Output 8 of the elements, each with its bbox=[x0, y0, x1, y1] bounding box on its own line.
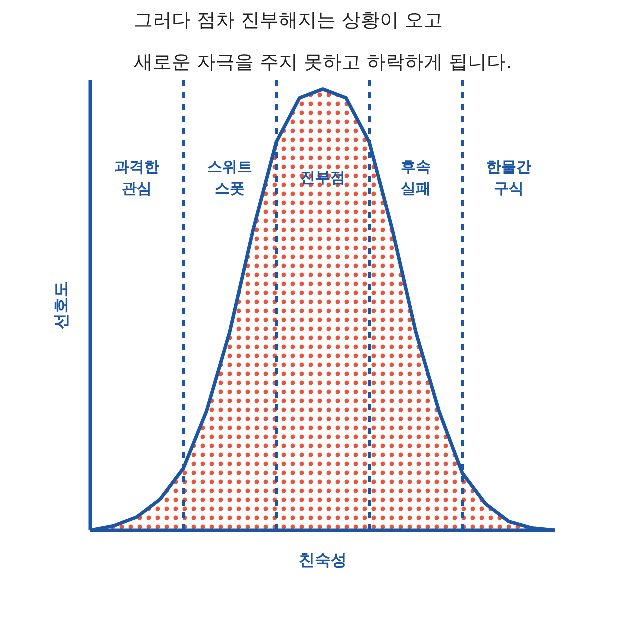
y-axis-title: 선호도 bbox=[52, 282, 70, 330]
annotation: 진부점 bbox=[300, 168, 346, 187]
annotation: 과격한 관심 bbox=[114, 158, 160, 198]
annotation: 한물간 구식 bbox=[486, 158, 532, 198]
x-axis-title: 친숙성 bbox=[299, 550, 347, 570]
annotation: 후속 실패 bbox=[401, 158, 431, 198]
chart-title: 그러다 점차 진부해지는 상황이 오고 새로운 자극을 주지 못하고 하락하게 됩니다. bbox=[134, 10, 512, 74]
annotation: 스위트 스폿 bbox=[208, 158, 252, 198]
